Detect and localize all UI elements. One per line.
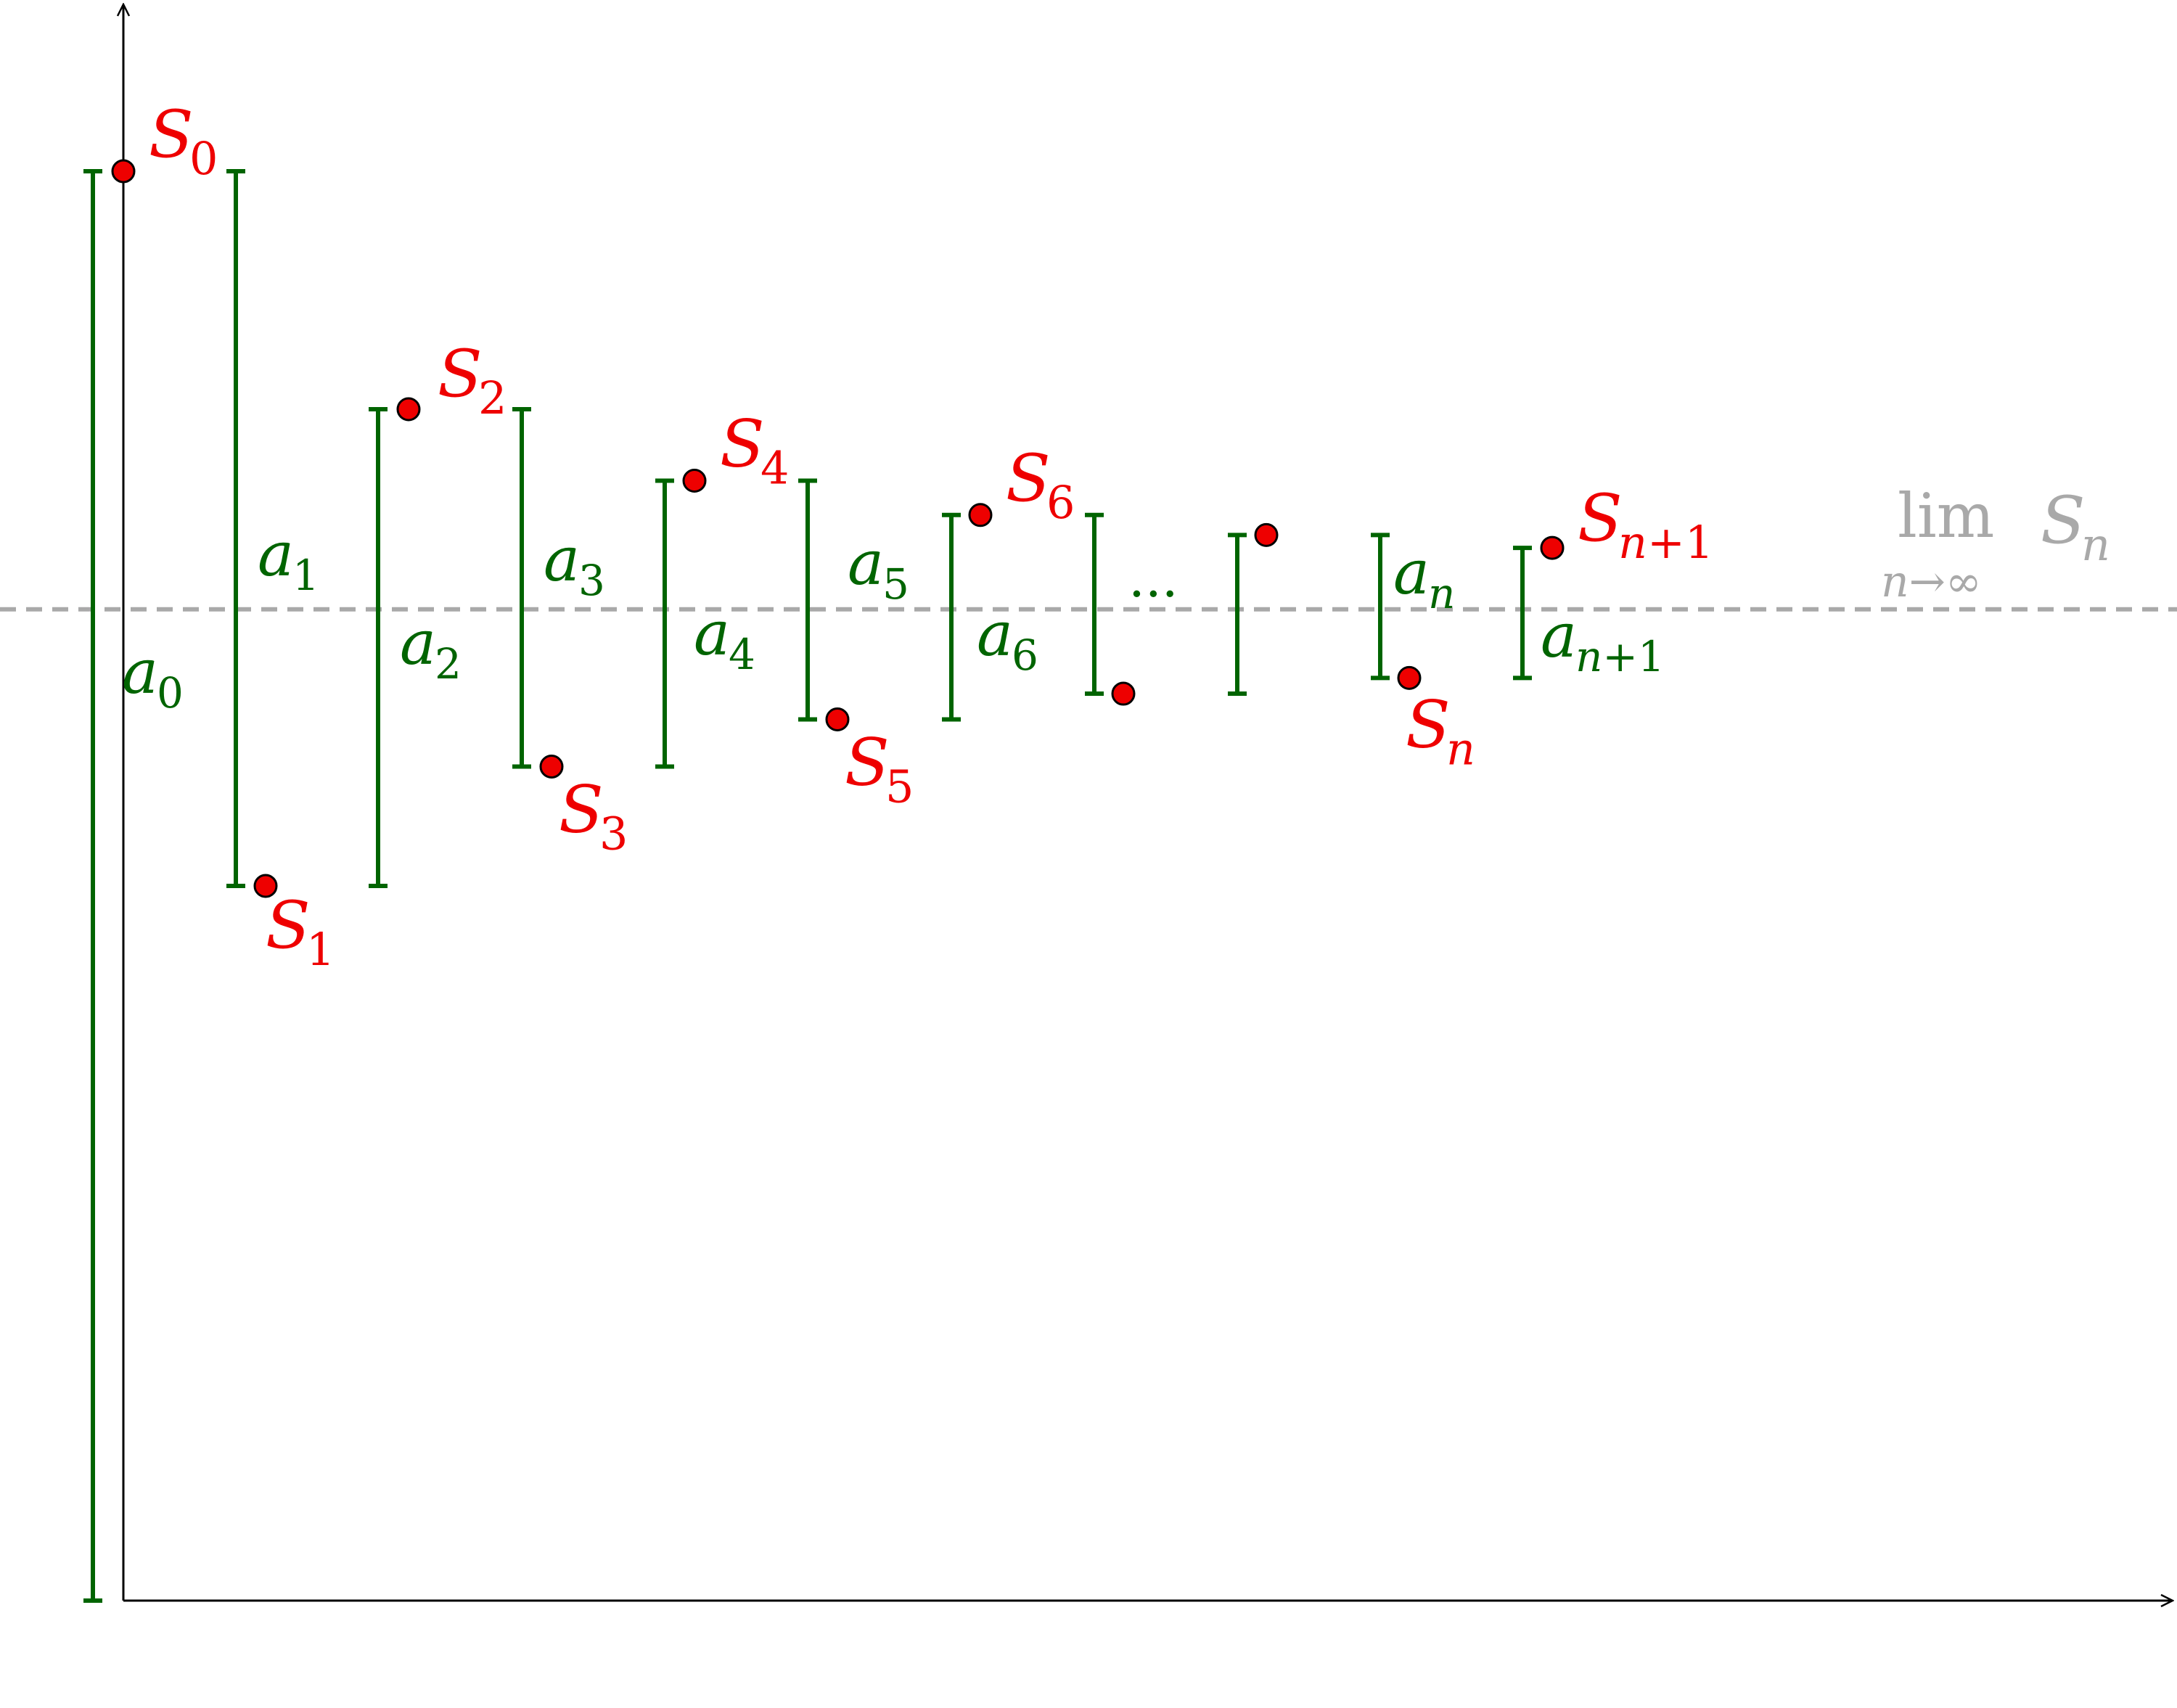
partial-sum: S2 [396, 336, 507, 424]
partial-sum-label: S [149, 97, 194, 173]
partial-sum: S3 [539, 755, 628, 861]
partial-sum: S4 [682, 406, 789, 495]
partial-sum-point [1397, 665, 1422, 690]
term-label-subscript: 5 [882, 559, 909, 609]
term-label: a [977, 599, 1013, 670]
term-label: a [400, 607, 436, 678]
term-label: a [1541, 600, 1577, 671]
partial-sum: S1 [253, 874, 335, 976]
partial-sum-point [825, 707, 850, 731]
term-segment: a2 [369, 407, 462, 888]
partial-sum-label-subscript: n [1446, 722, 1475, 775]
term-segment: an [1371, 533, 1455, 681]
partial-sum-point [1111, 681, 1136, 706]
term-label: a [1393, 537, 1430, 608]
partial-sum: S5 [825, 707, 914, 813]
partial-sum: S6 [968, 440, 1075, 529]
axes [123, 4, 2173, 1601]
partial-sum-label-subscript: 4 [760, 442, 789, 495]
partial-sum-point [968, 503, 993, 527]
limit-label: lim n→∞ S n [1881, 480, 2110, 607]
term-segment: a6 [942, 512, 1038, 722]
partial-sum-label-subscript: n+1 [1618, 516, 1713, 569]
partial-sum-point [682, 469, 707, 493]
term-label-subscript: n+1 [1575, 632, 1665, 681]
limit-symbol-subscript: n [2081, 518, 2110, 571]
term-segment [1228, 533, 1247, 697]
limit-lim-text: lim [1898, 480, 1994, 551]
term-segment: a0 [83, 169, 184, 1603]
partial-sum-label-subscript: 1 [306, 923, 335, 976]
term-label-subscript: 2 [435, 639, 462, 689]
partial-sum-point [539, 755, 564, 779]
partial-sum-label: S [1006, 440, 1051, 517]
partial-sum-label: S [559, 772, 604, 848]
partial-sum-label-subscript: 2 [478, 371, 507, 424]
term-label: a [544, 524, 580, 595]
term-label-subscript: 4 [729, 630, 755, 679]
partial-sum: Sn+1 [1540, 480, 1713, 569]
partial-sum-point [1540, 535, 1565, 560]
partial-sum-label: S [438, 336, 483, 412]
partial-sum [1111, 681, 1136, 706]
partial-sum-point [253, 874, 278, 898]
partial-sum-point [1254, 522, 1279, 547]
partial-sum-point [396, 397, 421, 422]
partial-sum-label: S [720, 406, 765, 483]
partial-sum-label: S [845, 724, 890, 800]
partial-sum: Sn [1397, 665, 1475, 775]
term-label: a [694, 598, 730, 669]
term-label-subscript: 1 [292, 551, 319, 600]
partial-sum-label: S [266, 887, 311, 964]
term-segment: a1 [226, 169, 319, 888]
term-label: a [848, 527, 884, 599]
partial-sum-label: S [1578, 480, 1623, 557]
term-segment: an+1 [1513, 546, 1665, 681]
term-segment: a5 [798, 478, 909, 722]
partial-sum [1254, 522, 1279, 547]
term-label-subscript: 0 [157, 668, 184, 718]
term-segment [1085, 512, 1104, 697]
limit-lim-subscript: n→∞ [1881, 557, 1982, 607]
limit-symbol: S [2041, 483, 2086, 559]
term-label: a [258, 519, 294, 590]
term-label-subscript: 6 [1012, 631, 1038, 680]
term-label: a [122, 636, 158, 707]
term-label-subscript: 3 [578, 556, 605, 605]
partial-sum-point [111, 159, 136, 184]
term-label-subscript: n [1428, 569, 1455, 618]
ellipsis: ... [1128, 548, 1178, 609]
partial-sum-label-subscript: 0 [189, 132, 218, 185]
term-segment: a4 [655, 478, 755, 769]
partial-sum-label-subscript: 3 [599, 808, 628, 861]
term-segment: a3 [512, 407, 605, 769]
partial-sum-label-subscript: 5 [885, 760, 914, 813]
partial-sum: S0 [111, 97, 218, 185]
partial-sum-label: S [1406, 686, 1451, 763]
partial-sum-label-subscript: 6 [1046, 476, 1075, 529]
